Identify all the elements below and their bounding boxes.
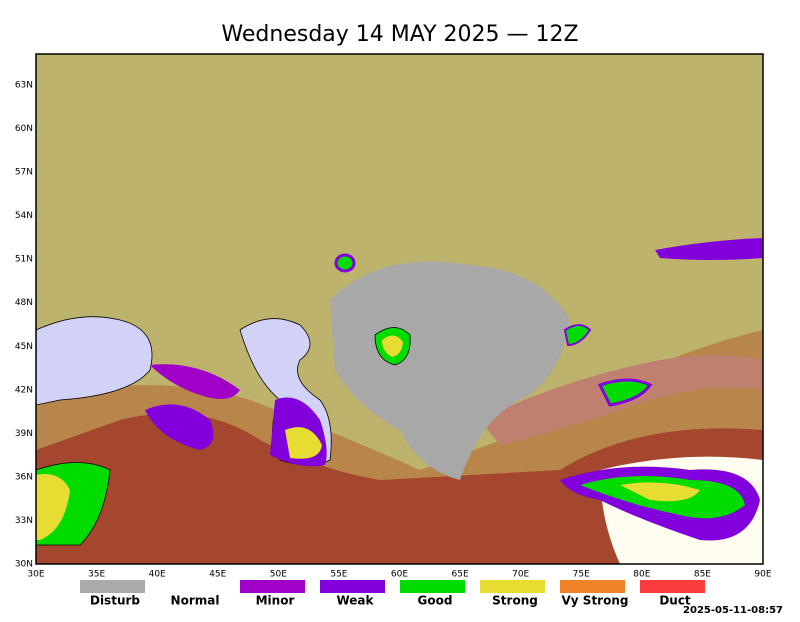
- lat-label: 42N: [15, 385, 33, 395]
- lat-label: 57N: [15, 168, 33, 178]
- lon-label: 40E: [149, 570, 166, 580]
- legend-label: Strong: [492, 594, 538, 608]
- legend-swatch: [240, 580, 305, 593]
- legend-swatch: [560, 580, 625, 593]
- lon-label: 45E: [209, 570, 226, 580]
- legend-label: Weak: [336, 594, 374, 608]
- lon-label: 90E: [754, 570, 771, 580]
- lat-label: 45N: [15, 342, 33, 352]
- legend-label: Normal: [171, 594, 220, 608]
- legend-label: Vy Strong: [562, 594, 629, 608]
- lon-label: 80E: [633, 570, 650, 580]
- lon-label: 55E: [330, 570, 347, 580]
- lon-label: 70E: [512, 570, 529, 580]
- lat-label: 60N: [15, 124, 33, 134]
- legend-swatch: [480, 580, 545, 593]
- lat-label: 33N: [15, 516, 33, 526]
- lon-label: 50E: [270, 570, 287, 580]
- legend-swatch: [640, 580, 705, 593]
- lat-label: 39N: [15, 429, 33, 439]
- lat-label: 48N: [15, 298, 33, 308]
- map-area: [36, 54, 763, 564]
- legend-label: Minor: [256, 594, 295, 608]
- legend-label: Disturb: [90, 594, 140, 608]
- legend-swatch: [320, 580, 385, 593]
- lon-label: 30E: [27, 570, 44, 580]
- legend-label: Duct: [659, 594, 691, 608]
- lat-label: 51N: [15, 255, 33, 265]
- map-frame: [35, 53, 764, 565]
- lon-label: 75E: [573, 570, 590, 580]
- lon-label: 60E: [391, 570, 408, 580]
- lon-label: 85E: [694, 570, 711, 580]
- legend-swatch: [80, 580, 145, 593]
- lat-label: 54N: [15, 211, 33, 221]
- title: Wednesday 14 MAY 2025 — 12Z: [221, 22, 578, 47]
- legend-swatch: [400, 580, 465, 593]
- lat-label: 36N: [15, 472, 33, 482]
- lon-label: 65E: [452, 570, 469, 580]
- legend-label: Good: [418, 594, 453, 608]
- legend-swatch: [160, 580, 225, 593]
- timestamp: 2025-05-11-08:57: [683, 605, 783, 616]
- lon-label: 35E: [88, 570, 105, 580]
- lat-label: 63N: [15, 80, 33, 90]
- lat-label: 30N: [15, 560, 33, 570]
